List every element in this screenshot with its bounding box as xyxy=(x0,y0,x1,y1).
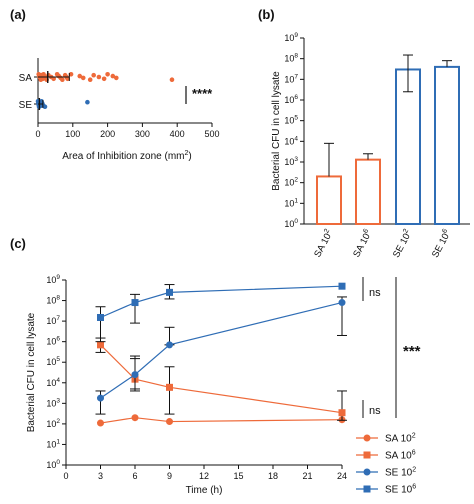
panel-label-b: (b) xyxy=(258,7,275,22)
b-y-axis-title: Bacterial CFU in cell lysate xyxy=(271,71,282,191)
b-y-tick-label: 103 xyxy=(284,156,298,167)
a-category-label: SA xyxy=(19,73,33,84)
c-significance-label: *** xyxy=(403,343,421,360)
a-data-point xyxy=(80,75,86,81)
c-y-tick-label: 103 xyxy=(46,397,60,408)
c-legend-label: SE 102 xyxy=(385,467,416,479)
c-series-line xyxy=(100,344,343,414)
c-x-tick-label: 24 xyxy=(337,471,347,481)
c-data-point xyxy=(97,394,104,402)
b-y-tick-label: 101 xyxy=(284,197,298,208)
c-y-axis-title: Bacterial CFU in cell lysate xyxy=(26,312,37,432)
a-x-tick-label: 200 xyxy=(100,129,115,139)
a-data-point xyxy=(91,72,96,78)
a-data-point xyxy=(60,77,65,82)
b-y-tick-label: 108 xyxy=(284,53,298,64)
a-data-point xyxy=(65,76,70,82)
c-x-tick-label: 21 xyxy=(302,471,312,481)
a-data-point xyxy=(114,75,119,81)
c-data-point xyxy=(166,288,173,296)
c-data-point xyxy=(338,409,346,417)
b-category-label: SA 106 xyxy=(350,228,374,260)
c-data-point xyxy=(131,299,139,307)
a-category-label: SE xyxy=(19,100,33,111)
a-significance-label: **** xyxy=(192,86,213,101)
b-bar xyxy=(355,158,381,225)
c-legend-marker xyxy=(363,468,371,476)
b-y-tick-label: 102 xyxy=(284,177,298,188)
c-data-point xyxy=(166,418,173,426)
c-data-point xyxy=(97,419,104,427)
c-y-tick-label: 105 xyxy=(46,356,60,367)
c-data-point xyxy=(166,383,173,391)
c-data-point xyxy=(97,313,104,321)
a-data-point xyxy=(96,74,102,80)
c-x-tick-label: 12 xyxy=(199,471,209,481)
c-y-tick-label: 101 xyxy=(46,438,60,449)
c-ns-label-top: ns xyxy=(369,287,381,299)
b-bar xyxy=(316,175,342,225)
b-category-label: SE 102 xyxy=(390,228,415,260)
a-x-tick-label: 300 xyxy=(135,129,150,139)
c-series-line xyxy=(100,417,343,424)
c-x-tick-label: 9 xyxy=(167,471,172,481)
c-y-tick-label: 108 xyxy=(46,295,60,306)
c-y-tick-label: 100 xyxy=(46,459,60,470)
c-data-point xyxy=(131,414,139,422)
b-y-tick-label: 106 xyxy=(284,94,298,105)
c-data-point xyxy=(338,282,346,290)
c-x-tick-label: 6 xyxy=(132,471,137,481)
a-data-point xyxy=(87,77,93,82)
a-data-point xyxy=(85,99,90,105)
a-data-point xyxy=(101,76,107,82)
c-y-tick-label: 106 xyxy=(46,336,60,347)
b-bar xyxy=(434,65,460,225)
b-y-tick-label: 105 xyxy=(284,115,298,126)
c-y-tick-label: 107 xyxy=(46,315,60,326)
a-x-tick-label: 400 xyxy=(170,129,185,139)
c-legend-marker xyxy=(363,434,371,442)
c-legend-label: SE 106 xyxy=(385,484,416,496)
a-x-axis-title: Area of Inhibition zone (mm2) xyxy=(62,150,192,162)
c-x-tick-label: 3 xyxy=(98,471,103,481)
b-y-tick-label: 109 xyxy=(284,32,298,43)
a-data-point xyxy=(169,77,175,82)
c-data-point xyxy=(166,341,173,349)
a-data-point xyxy=(51,76,56,82)
c-data-point xyxy=(97,341,104,349)
c-ns-label-bottom: ns xyxy=(369,405,381,417)
c-legend-marker xyxy=(363,451,371,459)
c-data-point xyxy=(338,299,346,307)
a-data-point xyxy=(105,72,110,77)
a-data-point xyxy=(42,104,48,109)
a-x-tick-label: 100 xyxy=(65,129,80,139)
b-y-tick-label: 107 xyxy=(284,73,298,84)
a-data-point xyxy=(77,73,83,79)
a-x-tick-label: 500 xyxy=(204,129,219,139)
c-x-tick-label: 15 xyxy=(233,471,243,481)
b-category-label: SE 106 xyxy=(429,228,454,260)
c-legend-marker xyxy=(363,485,371,493)
b-y-tick-label: 100 xyxy=(284,218,298,229)
c-y-tick-label: 109 xyxy=(46,274,60,285)
c-series-line xyxy=(100,301,343,399)
panel-label-c: (c) xyxy=(10,236,26,251)
c-x-axis-title: Time (h) xyxy=(186,485,223,496)
a-x-tick-label: 0 xyxy=(35,129,40,139)
c-data-point xyxy=(131,371,139,379)
c-legend-label: SA 102 xyxy=(385,433,416,445)
c-x-tick-label: 0 xyxy=(63,471,68,481)
b-category-label: SA 102 xyxy=(311,228,335,260)
b-bar xyxy=(395,68,421,225)
c-x-tick-label: 18 xyxy=(268,471,278,481)
c-legend-label: SA 106 xyxy=(385,450,416,462)
c-y-tick-label: 104 xyxy=(46,377,60,388)
a-data-point xyxy=(68,72,74,77)
c-series-line xyxy=(100,285,343,319)
b-y-tick-label: 104 xyxy=(284,135,298,146)
panel-label-a: (a) xyxy=(10,7,26,22)
c-y-tick-label: 102 xyxy=(46,418,60,429)
a-data-point xyxy=(110,73,116,79)
